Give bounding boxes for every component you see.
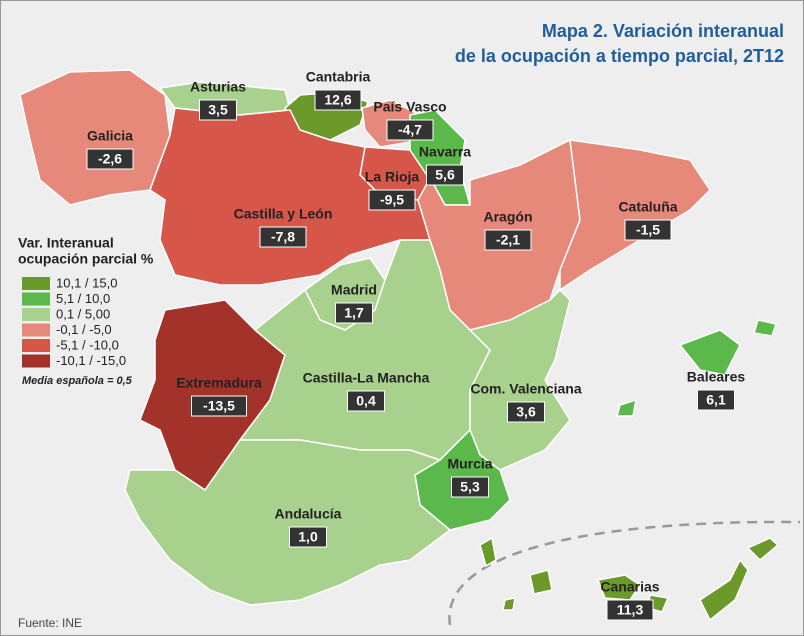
region-name: Murcia bbox=[447, 456, 492, 472]
value-box bbox=[451, 476, 489, 498]
region-name: Andalucía bbox=[275, 506, 342, 522]
value-box bbox=[259, 226, 307, 248]
value-label: 3,5 bbox=[208, 102, 228, 118]
value-label: 3,6 bbox=[516, 404, 536, 420]
region bbox=[616, 398, 637, 417]
region bbox=[699, 558, 749, 622]
value-box bbox=[368, 189, 416, 211]
region-name: Cantabria bbox=[306, 69, 371, 85]
value-label: 11,3 bbox=[617, 602, 644, 618]
value-box bbox=[386, 119, 434, 141]
region-name: País Vasco bbox=[373, 99, 446, 115]
region bbox=[479, 536, 497, 568]
source: Fuente: INE bbox=[18, 616, 82, 630]
region bbox=[753, 319, 777, 337]
value-label: 5,6 bbox=[435, 167, 455, 183]
value-box bbox=[314, 89, 362, 111]
value-label: 6,1 bbox=[706, 392, 726, 408]
value-label: 0,4 bbox=[356, 393, 376, 409]
value-box bbox=[624, 219, 672, 241]
region-name: Extremadura bbox=[176, 375, 262, 391]
legend-swatch bbox=[22, 292, 50, 306]
region-name: Baleares bbox=[687, 369, 746, 385]
region bbox=[468, 288, 571, 471]
labels: Galicia -2,6 Asturias 3,5 Cantabria 12,6 País … bbox=[86, 69, 746, 621]
value-label: 5,3 bbox=[460, 479, 480, 495]
value-label: -1,5 bbox=[636, 222, 660, 238]
value-label: -9,5 bbox=[380, 192, 404, 208]
value-label: -7,8 bbox=[271, 229, 295, 245]
legend-title: Var. Interanual bbox=[18, 235, 114, 251]
region-name: Madrid bbox=[331, 282, 377, 298]
value-box bbox=[289, 526, 327, 548]
region bbox=[746, 537, 780, 562]
value-label: 1,0 bbox=[298, 529, 318, 545]
legend-swatch bbox=[22, 339, 50, 352]
legend-label: -5,1 / -10,0 bbox=[56, 337, 119, 352]
region-name: Galicia bbox=[87, 128, 133, 144]
value-box bbox=[347, 390, 385, 412]
region bbox=[678, 329, 741, 376]
region-name: Canarias bbox=[600, 579, 659, 595]
region bbox=[124, 439, 452, 606]
region-name: Asturias bbox=[190, 79, 246, 95]
value-box bbox=[507, 401, 545, 423]
canarias-divider bbox=[448, 520, 801, 626]
value-box bbox=[335, 302, 373, 324]
map-title: de la ocupación a tiempo parcial, 2T12 bbox=[455, 46, 784, 66]
value-label: -2,1 bbox=[496, 232, 520, 248]
region bbox=[502, 597, 516, 611]
value-box bbox=[191, 395, 247, 417]
region-name: Navarra bbox=[419, 144, 471, 160]
legend-swatch bbox=[22, 323, 50, 337]
legend-note: Media española = 0,5 bbox=[22, 375, 133, 387]
region bbox=[596, 574, 642, 601]
value-label: -2,6 bbox=[98, 151, 122, 167]
legend: 10,1 / 15,05,1 / 10,00,1 / 5,00-0,1 / -5… bbox=[22, 275, 126, 368]
value-label: 1,7 bbox=[344, 305, 364, 321]
value-label: -4,7 bbox=[398, 122, 422, 138]
value-box bbox=[484, 229, 532, 251]
region-name: Aragón bbox=[484, 209, 533, 225]
value-box bbox=[86, 148, 134, 170]
region-name: La Rioja bbox=[365, 169, 420, 185]
legend-swatch bbox=[22, 308, 50, 321]
value-label: -13,5 bbox=[203, 398, 235, 414]
legend-label: 0,1 / 5,00 bbox=[56, 306, 110, 321]
region-name: Castilla-La Mancha bbox=[303, 370, 430, 386]
value-box bbox=[697, 389, 735, 411]
legend-swatch bbox=[22, 354, 50, 368]
value-label: 12,6 bbox=[324, 92, 351, 108]
value-box bbox=[199, 99, 237, 121]
map-title: Mapa 2. Variación interanual bbox=[542, 21, 784, 41]
region bbox=[529, 569, 553, 595]
legend-label: -10,1 / -15,0 bbox=[56, 353, 126, 368]
value-box bbox=[606, 599, 654, 621]
legend-label: 5,1 / 10,0 bbox=[56, 291, 110, 306]
region-name: Com. Valenciana bbox=[470, 381, 581, 397]
region-name: Castilla y León bbox=[234, 206, 333, 222]
legend-swatch bbox=[22, 277, 50, 290]
region-name: Cataluña bbox=[618, 199, 677, 215]
legend-label: -0,1 / -5,0 bbox=[56, 322, 112, 337]
legend-label: 10,1 / 15,0 bbox=[56, 275, 117, 290]
value-box bbox=[426, 164, 464, 186]
legend-title: ocupación parcial % bbox=[18, 251, 154, 267]
